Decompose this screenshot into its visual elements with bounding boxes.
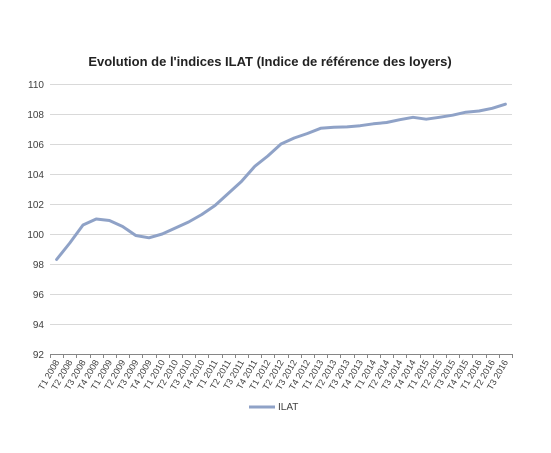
series-line-ilat <box>55 102 507 261</box>
grid-lines <box>50 84 512 355</box>
y-tick-label: 94 <box>33 320 45 331</box>
y-tick-label: 96 <box>33 290 45 301</box>
y-tick-labels: 92 94 96 98 100 102 104 106 108 110 <box>27 80 44 361</box>
y-tick-label: 108 <box>27 110 44 121</box>
y-tick-label: 104 <box>27 170 44 181</box>
y-tick-label: 92 <box>33 350 45 361</box>
y-tick-label: 110 <box>28 80 44 91</box>
y-tick-label: 98 <box>33 260 45 271</box>
y-tick-label: 102 <box>27 200 44 211</box>
legend-label-ilat: ILAT <box>278 402 298 413</box>
axes <box>50 354 513 358</box>
chart-title: Evolution de l'indices ILAT (Indice de r… <box>88 54 451 69</box>
legend: ILAT <box>249 402 298 413</box>
y-tick-label: 100 <box>27 230 44 241</box>
series-lines <box>55 102 507 261</box>
y-tick-label: 106 <box>27 140 44 151</box>
